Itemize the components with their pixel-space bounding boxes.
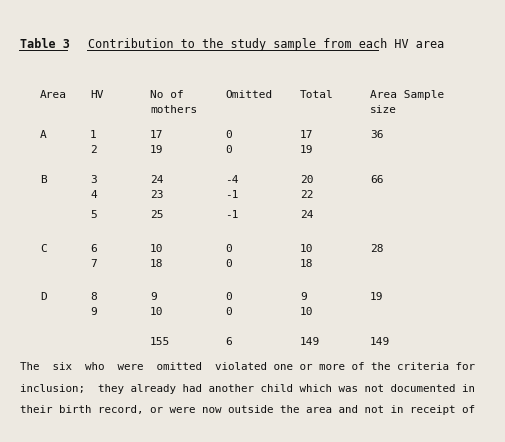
Text: size: size xyxy=(370,105,397,115)
Text: A: A xyxy=(40,130,47,140)
Text: 10: 10 xyxy=(150,307,164,317)
Text: 10: 10 xyxy=(300,244,314,254)
Text: 19: 19 xyxy=(150,145,164,155)
Text: 4: 4 xyxy=(90,190,97,200)
Text: 17: 17 xyxy=(300,130,314,140)
Text: 2: 2 xyxy=(90,145,97,155)
Text: 0: 0 xyxy=(225,130,232,140)
Text: HV: HV xyxy=(90,90,104,100)
Text: No of: No of xyxy=(150,90,184,100)
Text: mothers: mothers xyxy=(150,105,197,115)
Text: 17: 17 xyxy=(150,130,164,140)
Text: -1: -1 xyxy=(225,210,238,220)
Text: 0: 0 xyxy=(225,244,232,254)
Text: 8: 8 xyxy=(90,292,97,302)
Text: B: B xyxy=(40,175,47,185)
Text: 149: 149 xyxy=(370,337,390,347)
Text: 9: 9 xyxy=(150,292,157,302)
Text: 10: 10 xyxy=(300,307,314,317)
Text: 149: 149 xyxy=(300,337,320,347)
Text: 28: 28 xyxy=(370,244,383,254)
Text: -1: -1 xyxy=(225,190,238,200)
Text: 19: 19 xyxy=(300,145,314,155)
Text: Total: Total xyxy=(300,90,334,100)
Text: 18: 18 xyxy=(150,259,164,269)
Text: inclusion;  they already had another child which was not documented in: inclusion; they already had another chil… xyxy=(20,384,475,394)
Text: Area Sample: Area Sample xyxy=(370,90,444,100)
Text: 6: 6 xyxy=(225,337,232,347)
Text: Contribution to the study sample from each HV area: Contribution to the study sample from ea… xyxy=(88,38,444,51)
Text: 9: 9 xyxy=(90,307,97,317)
Text: 155: 155 xyxy=(150,337,170,347)
Text: 18: 18 xyxy=(300,259,314,269)
Text: -4: -4 xyxy=(225,175,238,185)
Text: Table 3: Table 3 xyxy=(20,38,70,51)
Text: 24: 24 xyxy=(150,175,164,185)
Text: 0: 0 xyxy=(225,145,232,155)
Text: 0: 0 xyxy=(225,259,232,269)
Text: 22: 22 xyxy=(300,190,314,200)
Text: 0: 0 xyxy=(225,292,232,302)
Text: 6: 6 xyxy=(90,244,97,254)
Text: 25: 25 xyxy=(150,210,164,220)
Text: D: D xyxy=(40,292,47,302)
Text: their birth record, or were now outside the area and not in receipt of: their birth record, or were now outside … xyxy=(20,405,475,415)
Text: 7: 7 xyxy=(90,259,97,269)
Text: 10: 10 xyxy=(150,244,164,254)
Text: 24: 24 xyxy=(300,210,314,220)
Text: 19: 19 xyxy=(370,292,383,302)
Text: 3: 3 xyxy=(90,175,97,185)
Text: 66: 66 xyxy=(370,175,383,185)
Text: 5: 5 xyxy=(90,210,97,220)
Text: Area: Area xyxy=(40,90,67,100)
Text: 9: 9 xyxy=(300,292,307,302)
Text: The  six  who  were  omitted  violated one or more of the criteria for: The six who were omitted violated one or… xyxy=(20,362,475,372)
Text: 20: 20 xyxy=(300,175,314,185)
Text: Omitted: Omitted xyxy=(225,90,272,100)
Text: 36: 36 xyxy=(370,130,383,140)
Text: 0: 0 xyxy=(225,307,232,317)
Text: C: C xyxy=(40,244,47,254)
Text: 1: 1 xyxy=(90,130,97,140)
Text: 23: 23 xyxy=(150,190,164,200)
